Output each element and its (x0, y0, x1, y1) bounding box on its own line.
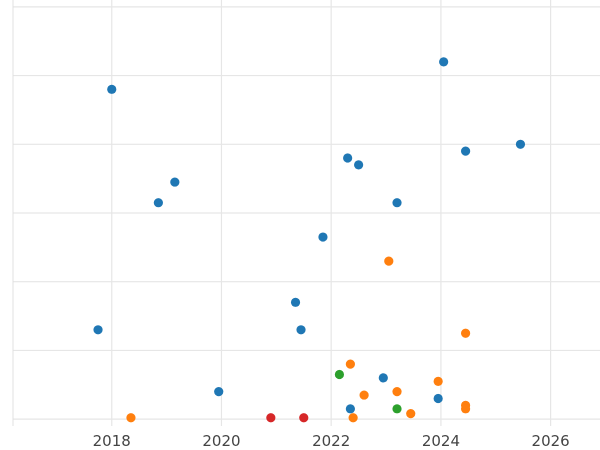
x-tick-label-2022: 2022 (312, 432, 350, 450)
data-point-s0-14 (214, 387, 224, 397)
data-point-s0-0 (107, 84, 117, 94)
x-tick-label-2026: 2026 (532, 432, 570, 450)
data-point-s1-7 (460, 404, 471, 414)
data-point-s2-1 (392, 404, 402, 414)
data-point-s3-0 (266, 413, 276, 423)
data-point-s1-2 (345, 359, 355, 369)
data-point-s0-13 (378, 373, 388, 383)
data-point-s0-8 (392, 198, 402, 208)
data-point-s1-9 (126, 413, 136, 423)
data-point-s1-0 (384, 256, 394, 266)
data-point-s2-0 (334, 369, 345, 380)
data-point-s0-1 (439, 57, 449, 67)
data-point-s0-4 (354, 160, 364, 170)
data-point-s0-15 (433, 393, 443, 404)
data-point-s1-8 (406, 409, 416, 419)
x-tick-label-2024: 2024 (422, 432, 460, 450)
x-tick-label-2018: 2018 (93, 432, 131, 450)
grid-layer (13, 0, 600, 426)
data-point-s0-5 (460, 146, 471, 156)
data-point-s0-6 (170, 177, 180, 187)
data-point-s3-1 (299, 413, 309, 423)
data-point-s1-3 (433, 376, 443, 386)
data-point-s0-3 (343, 153, 353, 163)
data-point-s0-2 (515, 139, 526, 149)
x-tick-labels: 2018 2020 2022 2024 2026 (93, 432, 570, 450)
data-point-s1-10 (348, 413, 358, 423)
data-point-s1-1 (460, 328, 471, 338)
data-point-s0-10 (290, 297, 301, 307)
data-point-s0-7 (153, 198, 163, 208)
points-layer (93, 57, 526, 423)
x-tick-label-2020: 2020 (202, 432, 240, 450)
data-point-s0-16 (345, 404, 355, 414)
data-point-s0-11 (93, 325, 103, 335)
data-point-s0-12 (296, 325, 306, 335)
data-point-s1-4 (359, 390, 369, 400)
data-point-s1-5 (392, 387, 402, 397)
data-point-s0-9 (318, 232, 328, 242)
